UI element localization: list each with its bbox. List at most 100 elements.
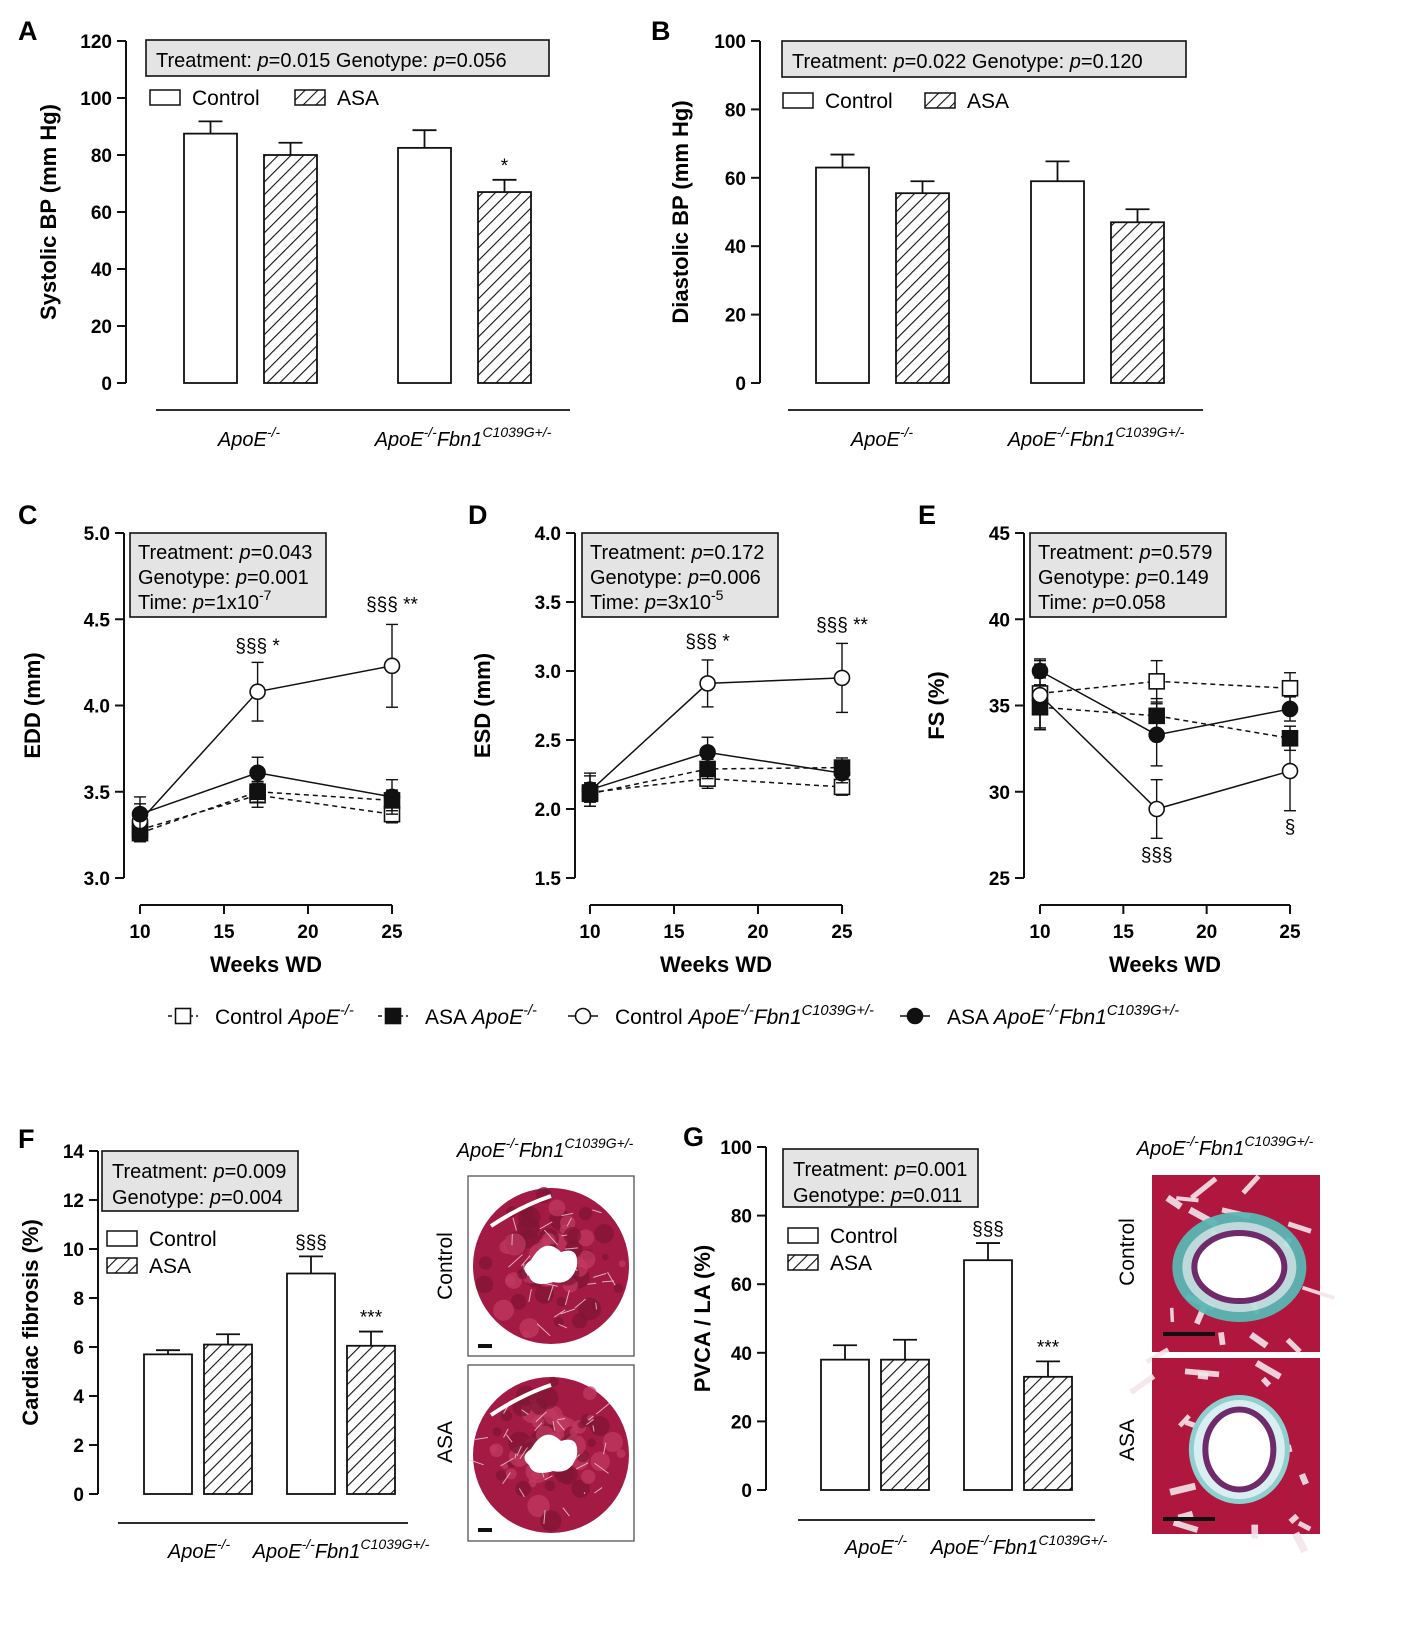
panel-label: F <box>18 1124 35 1154</box>
legend-label: Control <box>192 87 260 110</box>
bar <box>346 1344 396 1495</box>
tissue-fiber <box>552 1421 556 1431</box>
tissue-texture <box>577 1229 595 1247</box>
x-tick-label: 10 <box>129 922 150 943</box>
stats-box <box>781 40 1187 78</box>
panel-label: C <box>18 500 38 530</box>
y-tick-label: 5.0 <box>84 524 110 545</box>
group-label: ApoE-/- <box>844 1532 907 1559</box>
legend-label: ASA <box>337 87 379 110</box>
vessel-wall <box>1191 1230 1288 1305</box>
bar <box>820 1358 870 1491</box>
tissue-gap <box>1285 1337 1302 1354</box>
tissue-fiber <box>544 1475 553 1481</box>
tissue-texture <box>618 1260 626 1268</box>
data-point <box>249 683 266 701</box>
significance-mark: *** <box>360 1308 383 1329</box>
x-tick-label: 25 <box>1279 922 1301 943</box>
panel-c-chart: C 3.0 3.5 4.0 4.5 5.0 10 15 20 25 Weeks WD EDD (mm)… <box>18 500 418 977</box>
stats-box <box>145 39 550 77</box>
y-tick-label: 60 <box>725 169 746 190</box>
y-tick-label: 4.5 <box>84 610 111 631</box>
stats-line: Treatment: p=0.015 Genotype: p=0.056 <box>156 50 507 72</box>
tissue-fiber <box>500 1457 514 1467</box>
data-point <box>699 675 716 692</box>
bar <box>263 154 318 384</box>
tissue-gap <box>1298 1472 1309 1486</box>
y-tick-label: 10 <box>63 1240 84 1261</box>
tissue-texture <box>563 1226 582 1245</box>
tissue-gap <box>1178 1414 1191 1428</box>
bar <box>183 132 238 384</box>
significance-mark: §§§ ** <box>366 595 418 616</box>
y-axis-label: PVCA / LA (%) <box>690 1245 715 1392</box>
histology-title: ApoE-/-Fbn1C1039G+/- <box>1136 1133 1314 1160</box>
tissue-fiber <box>592 1209 602 1214</box>
y-axis-label: EDD (mm) <box>20 652 45 758</box>
tissue-texture <box>578 1297 602 1321</box>
tissue-fiber <box>505 1434 513 1443</box>
y-tick-label: 8 <box>73 1289 84 1310</box>
significance-mark: §§§ ** <box>816 615 868 636</box>
stats-line: Treatment: p=0.009 <box>112 1161 286 1183</box>
y-tick-label: 3.0 <box>84 869 110 890</box>
significance-mark: *** <box>1037 1337 1060 1358</box>
y-tick-label: 120 <box>80 32 112 53</box>
legend-marker <box>384 1007 402 1025</box>
tissue-texture <box>493 1299 515 1321</box>
tissue-fiber <box>547 1285 554 1301</box>
tissue-gap <box>1254 1360 1282 1380</box>
tissue-fiber <box>583 1492 586 1495</box>
tissue-gap <box>489 1194 552 1228</box>
legend-label: ASA ApoE-/- <box>425 1003 537 1029</box>
legend-marker <box>174 1007 192 1025</box>
tissue-gap <box>1176 1196 1199 1203</box>
tissue-fiber <box>603 1442 607 1455</box>
significance-mark: * <box>501 156 509 177</box>
tissue-texture <box>556 1296 567 1307</box>
tissue-texture <box>548 1376 559 1387</box>
y-tick-label: 4.0 <box>535 524 561 545</box>
tissue-texture <box>515 1480 532 1497</box>
y-tick-label: 80 <box>731 1207 752 1228</box>
panel-e-chart: E 25 30 35 40 45 10 15 20 25 Weeks WD FS (%) Treatme… <box>918 500 1301 977</box>
y-tick-label: 20 <box>731 1412 752 1433</box>
data-point <box>581 781 599 798</box>
y-tick-label: 80 <box>91 146 112 167</box>
bar <box>203 1343 253 1495</box>
y-tick-label: 1.5 <box>535 869 562 890</box>
series-line <box>589 677 843 792</box>
bar <box>880 1358 930 1491</box>
series <box>581 736 851 807</box>
histology-row-label: Control <box>434 1232 457 1300</box>
legend-swatch <box>924 92 956 109</box>
tissue-fiber <box>592 1425 595 1432</box>
legend-label: ASA <box>149 1255 191 1278</box>
series-line <box>139 790 393 834</box>
stats-line: Treatment: p=0.043 <box>138 542 312 564</box>
tissue-texture <box>502 1463 509 1470</box>
bar <box>397 146 452 384</box>
legend-swatch <box>294 89 326 106</box>
bar <box>1023 1375 1073 1491</box>
series <box>131 756 401 833</box>
stats-line: Time: p=3x10-5 <box>590 587 724 614</box>
y-tick-label: 25 <box>989 869 1011 890</box>
stats-line: Genotype: p=0.006 <box>590 567 761 589</box>
tissue-fiber <box>593 1272 607 1278</box>
tissue-gap <box>1169 1482 1197 1496</box>
tissue-fiber <box>503 1428 509 1438</box>
panel-label: B <box>651 16 671 46</box>
tissue-gap <box>1129 1373 1156 1395</box>
tissue-texture <box>590 1451 610 1472</box>
significance-mark: §§§ <box>1141 845 1173 866</box>
y-axis-label: Cardiac fibrosis (%) <box>18 1219 43 1426</box>
y-tick-label: 100 <box>80 89 112 110</box>
tissue-gap <box>1189 1176 1218 1200</box>
panel-d-chart: D 1.5 2.0 2.5 3.0 3.5 4.0 10 15 20 25 Weeks WD ESD (… <box>468 500 868 977</box>
tissue-fiber <box>588 1415 594 1421</box>
tissue-fiber <box>607 1271 616 1286</box>
tissue-fiber <box>512 1217 517 1231</box>
group-label: ApoE-/- <box>217 424 280 451</box>
